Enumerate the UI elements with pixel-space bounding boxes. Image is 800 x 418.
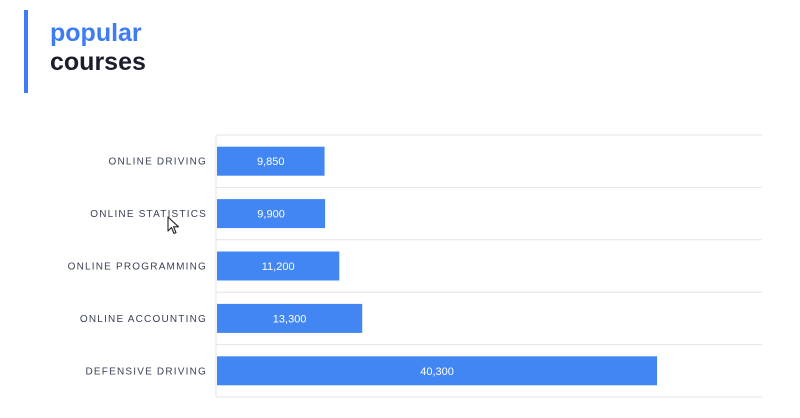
value-label: 9,900	[257, 209, 285, 221]
page-title: popular courses	[50, 19, 146, 77]
value-label: 13,300	[273, 313, 307, 325]
bar-online-programming[interactable]	[217, 251, 340, 281]
bar-online-driving[interactable]	[217, 146, 325, 176]
bar-defensive-driving[interactable]	[217, 356, 658, 386]
chart-category-labels: ONLINE DRIVING ONLINE STATISTICS ONLINE PR…	[68, 157, 207, 378]
bar-online-accounting[interactable]	[217, 303, 363, 333]
value-label: 9,850	[257, 156, 285, 168]
category-label: ONLINE DRIVING	[109, 157, 207, 168]
chart-grid	[215, 134, 762, 398]
category-label: ONLINE PROGRAMMING	[68, 262, 207, 273]
value-label: 40,300	[420, 366, 454, 378]
chart-value-labels: 9,850 9,900 11,200 13,300 40,300	[257, 156, 454, 378]
category-label: ONLINE STATISTICS	[90, 209, 207, 220]
category-label: DEFENSIVE DRIVING	[85, 366, 207, 377]
chart-bars	[217, 146, 658, 386]
mouse-pointer-icon	[167, 216, 180, 235]
bar-online-statistics[interactable]	[217, 199, 326, 229]
category-label: ONLINE ACCOUNTING	[80, 314, 207, 325]
title-accent-bar	[24, 10, 28, 93]
title-line-popular: popular	[50, 19, 142, 47]
title-line-courses: courses	[50, 48, 146, 76]
value-label: 11,200	[262, 261, 295, 273]
